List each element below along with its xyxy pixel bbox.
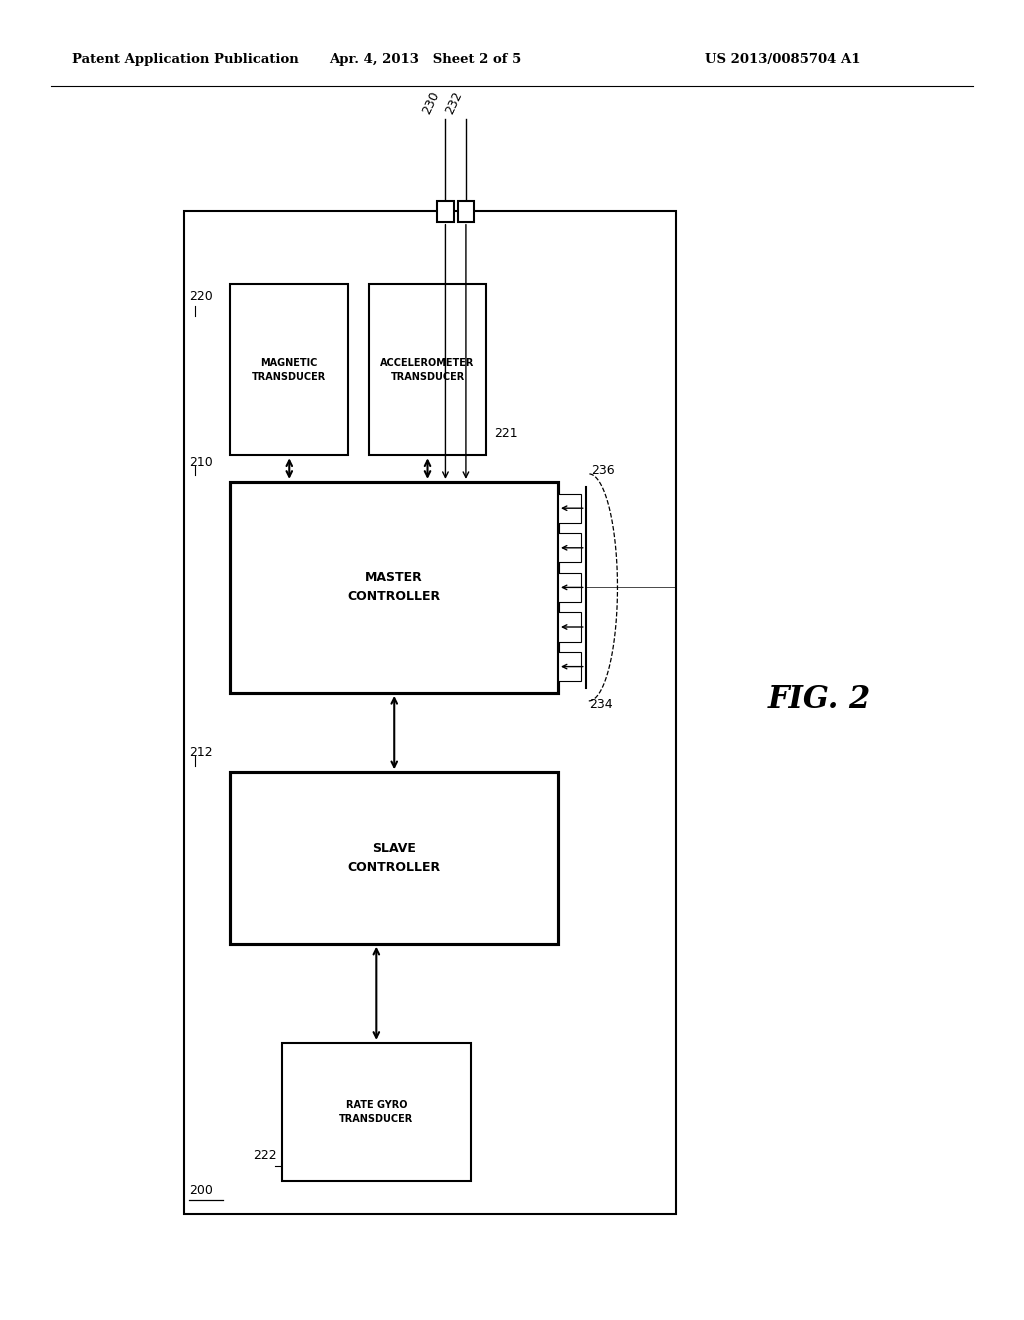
Text: 212: 212 <box>189 746 213 759</box>
Text: 221: 221 <box>495 426 518 440</box>
Text: 232: 232 <box>443 90 465 116</box>
Text: 234: 234 <box>589 698 612 711</box>
Text: RATE GYRO
TRANSDUCER: RATE GYRO TRANSDUCER <box>339 1100 414 1125</box>
Bar <box>558 494 581 523</box>
Bar <box>230 482 558 693</box>
Text: 236: 236 <box>591 463 614 477</box>
Bar <box>184 211 676 1214</box>
Text: US 2013/0085704 A1: US 2013/0085704 A1 <box>705 53 860 66</box>
Bar <box>230 284 348 455</box>
Bar <box>230 772 558 944</box>
Text: MASTER
CONTROLLER: MASTER CONTROLLER <box>348 572 440 603</box>
Bar <box>282 1043 471 1181</box>
Text: 200: 200 <box>189 1184 213 1197</box>
Text: MAGNETIC
TRANSDUCER: MAGNETIC TRANSDUCER <box>252 358 327 381</box>
Text: 222: 222 <box>253 1148 276 1162</box>
Text: ACCELEROMETER
TRANSDUCER: ACCELEROMETER TRANSDUCER <box>380 358 475 381</box>
Text: SLAVE
CONTROLLER: SLAVE CONTROLLER <box>348 842 440 874</box>
Bar <box>437 201 454 222</box>
Bar <box>458 201 474 222</box>
Bar <box>558 612 581 642</box>
Text: Patent Application Publication: Patent Application Publication <box>72 53 298 66</box>
Bar <box>558 652 581 681</box>
Bar <box>369 284 486 455</box>
Bar <box>558 533 581 562</box>
Text: FIG. 2: FIG. 2 <box>768 684 870 715</box>
Text: 230: 230 <box>421 90 442 116</box>
Text: 220: 220 <box>189 290 213 302</box>
Text: 210: 210 <box>189 455 213 469</box>
Bar <box>558 573 581 602</box>
Text: Apr. 4, 2013   Sheet 2 of 5: Apr. 4, 2013 Sheet 2 of 5 <box>329 53 521 66</box>
